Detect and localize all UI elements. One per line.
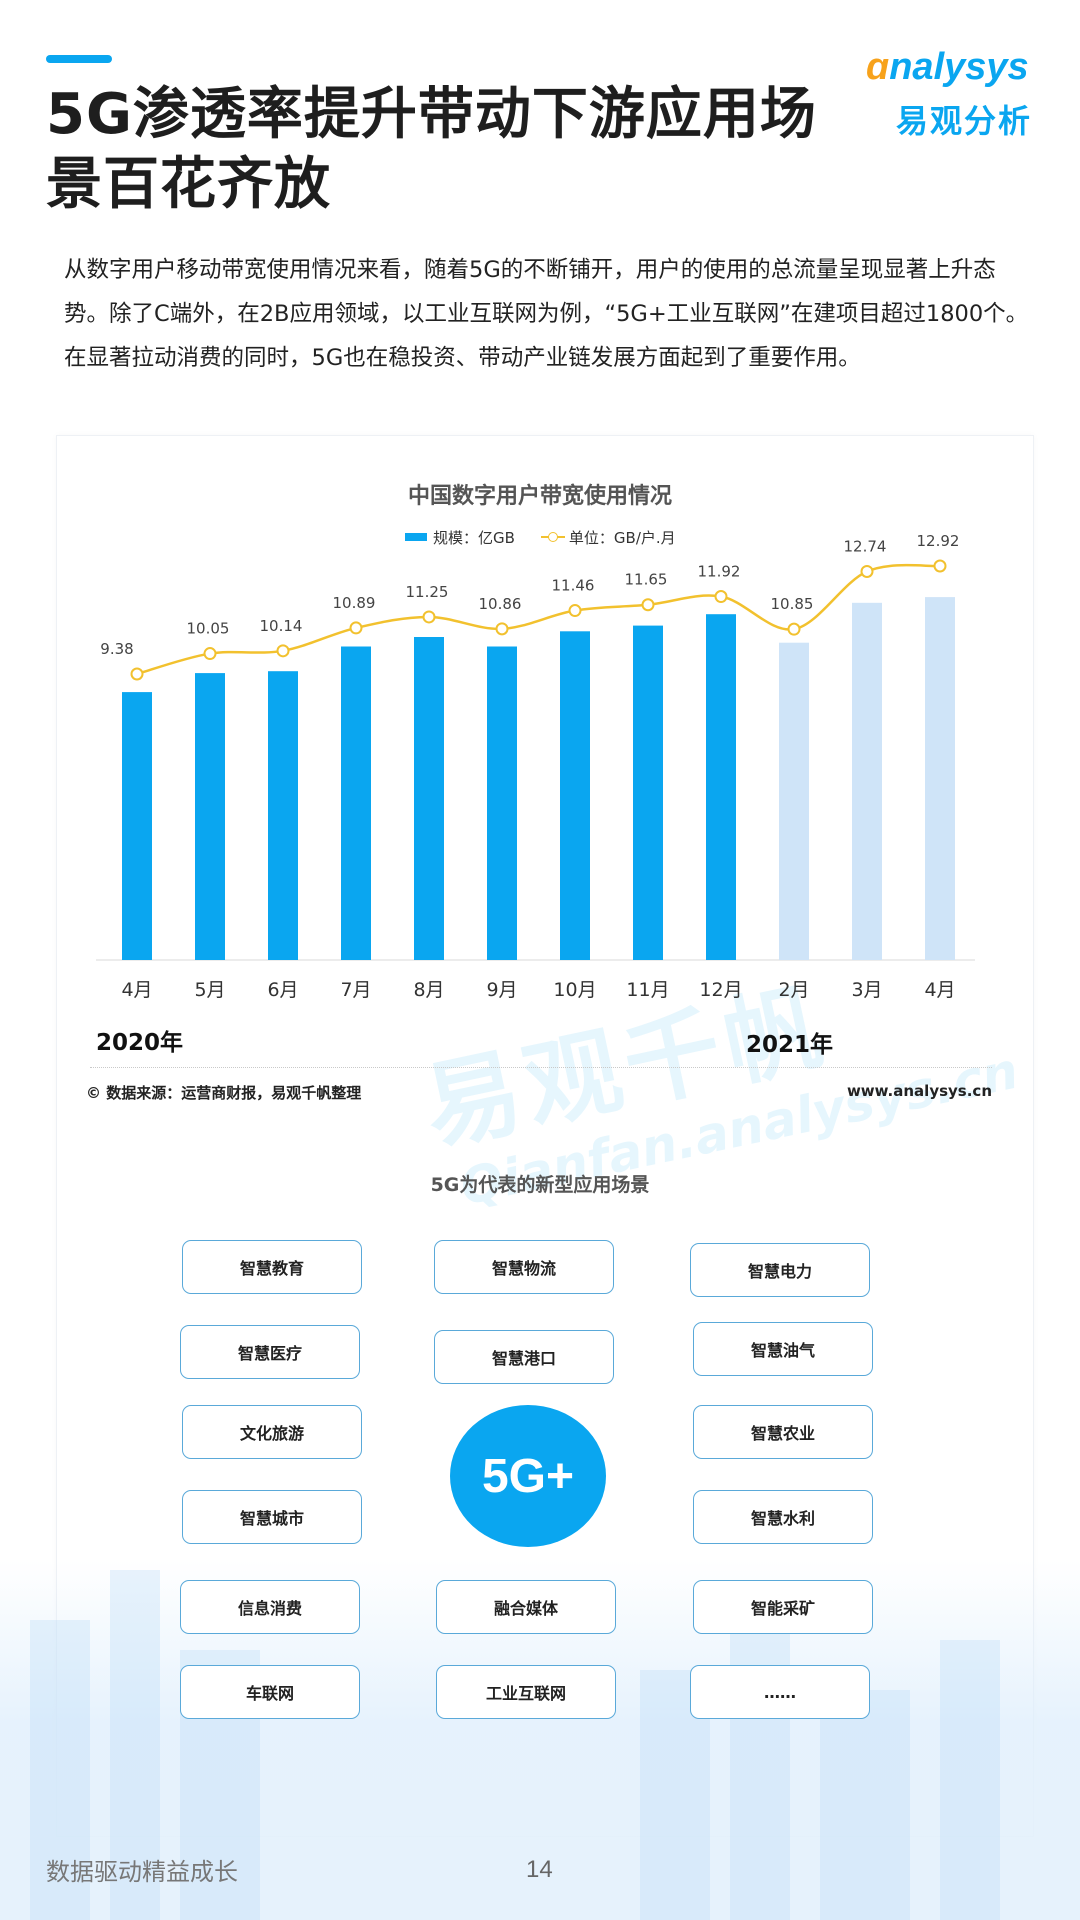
scenario-item: 智慧教育 — [182, 1240, 362, 1294]
scenario-item: 智慧油气 — [693, 1322, 873, 1376]
intro-paragraph: 从数字用户移动带宽使用情况来看，随着5G的不断铺开，用户的使用的总流量呈现显著上… — [64, 257, 1029, 371]
page-number: 14 — [526, 1856, 553, 1883]
legend-bar-swatch — [405, 533, 427, 541]
scenario-item: 智慧电力 — [690, 1243, 870, 1297]
scenario-item: 智慧农业 — [693, 1405, 873, 1459]
scenarios-title: 5G为代表的新型应用场景 — [430, 1174, 650, 1196]
chart-legend: 规模：亿GB 单位：GB/户.月 — [405, 525, 676, 549]
scenario-item: 文化旅游 — [182, 1405, 362, 1459]
divider — [90, 1067, 992, 1068]
title-accent-bar — [46, 55, 112, 63]
scenario-item: …… — [690, 1665, 870, 1719]
scenario-item: 智慧城市 — [182, 1490, 362, 1544]
legend-line-label: 单位：GB/户.月 — [568, 528, 676, 547]
year-label-2020: 2020年 — [96, 1030, 184, 1056]
website-link[interactable]: www.analysys.cn — [846, 1082, 992, 1100]
data-source: © 数据来源：运营商财报，易观千帆整理 — [86, 1084, 362, 1102]
scenario-item: 智慧物流 — [434, 1240, 614, 1294]
footer-slogan: 数据驱动精益成长 — [46, 1858, 238, 1886]
logo-text-cn: 易观分析 — [896, 102, 1033, 140]
scenario-item: 工业互联网 — [436, 1665, 616, 1719]
logo-text-en: ɑnalysys — [866, 46, 1029, 88]
scenario-item: 智慧医疗 — [180, 1325, 360, 1379]
scenario-item: 信息消费 — [180, 1580, 360, 1634]
chart-title: 中国数字用户带宽使用情况 — [407, 484, 672, 509]
legend-bar-label: 规模：亿GB — [433, 528, 515, 547]
legend-line-swatch — [540, 532, 565, 542]
analysys-logo: ɑnalysys 易观分析 — [866, 46, 1056, 146]
scenario-item: 车联网 — [180, 1665, 360, 1719]
page-title: 5G渗透率提升带动下游应用场景百花齐放 — [46, 82, 817, 217]
scenario-item: 智能采矿 — [693, 1580, 873, 1634]
year-label-2021: 2021年 — [746, 1032, 834, 1058]
scenario-item: 智慧港口 — [434, 1330, 614, 1384]
scenario-item: 智慧水利 — [693, 1490, 873, 1544]
5g-plus-circle: 5G+ — [450, 1405, 606, 1547]
scenario-item: 融合媒体 — [436, 1580, 616, 1634]
